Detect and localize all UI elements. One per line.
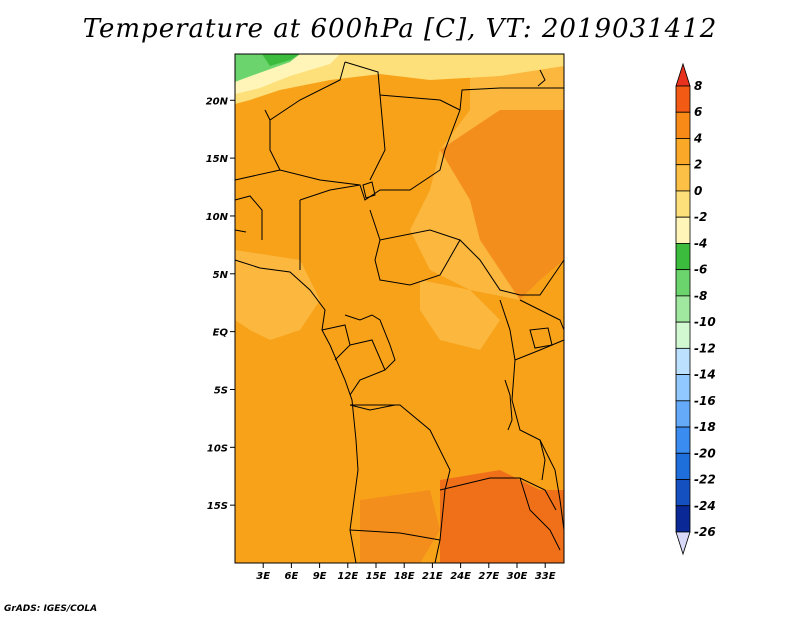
colorbar-segment — [675, 164, 691, 192]
colorbar-label: -12 — [694, 341, 716, 355]
colorbar-segment — [675, 321, 691, 349]
border-gabon — [321, 324, 351, 361]
border-lake-victoria — [529, 327, 553, 349]
colorbar-label: -20 — [694, 446, 716, 460]
border-chad-sudan — [459, 87, 564, 111]
y-tick-label: 5N — [213, 270, 229, 281]
border-niger — [269, 94, 386, 181]
colorbar-segment — [675, 347, 691, 375]
x-tick-label: 9E — [313, 571, 327, 582]
colorbar-segment — [675, 85, 691, 113]
border-east-lakes — [499, 299, 565, 531]
field-region-cool-congo — [420, 280, 500, 350]
colorbar-label: -16 — [694, 394, 716, 408]
map-frame — [234, 53, 565, 564]
colorbar-label: 6 — [694, 105, 702, 119]
border-lake-malawi — [539, 439, 546, 481]
border-congo — [349, 339, 386, 371]
colorbar-segment — [675, 111, 691, 139]
border-tanzania — [514, 339, 565, 361]
colorbar-segment — [675, 190, 691, 218]
colorbar-segment — [675, 295, 691, 323]
colorbar-segment — [675, 479, 691, 507]
colorbar-segment — [675, 505, 691, 533]
colorbar-segment — [675, 216, 691, 244]
border-namibia — [349, 529, 441, 541]
y-tick-label: 15N — [206, 154, 229, 165]
latitude-axis: 20N 15N 10N 5N EQ 5S 10S 15S — [206, 96, 235, 512]
colorbar: 8 6 4 2 0 -2 -4 -6 -8 -10 -12 -14 -16 -18 -20 -22 -24 -26 — [675, 62, 716, 556]
temperature-field — [235, 54, 564, 563]
colorbar-min-arrow — [675, 531, 691, 556]
border-ethiopia — [520, 259, 565, 296]
colorbar-label: -8 — [694, 289, 707, 303]
x-tick-label: 21E — [422, 571, 443, 582]
border-uganda-kenya — [519, 299, 565, 331]
border-algeria — [264, 61, 346, 121]
x-tick-label: 30E — [507, 571, 528, 582]
colorbar-max-arrow — [675, 62, 691, 87]
border-lake-tanganyika — [504, 379, 513, 431]
colorbar-label: -10 — [694, 315, 716, 329]
colorbar-segment — [675, 243, 691, 271]
field-region-cool-west — [235, 250, 320, 340]
y-tick-label: 10S — [207, 443, 228, 454]
y-tick-label: 5S — [214, 385, 228, 396]
colorbar-label: 2 — [694, 158, 702, 172]
y-tick-label: 20N — [206, 96, 229, 107]
colorbar-label: -24 — [694, 499, 716, 513]
field-region-coldest-core — [262, 54, 300, 66]
field-region-warm-south — [440, 470, 564, 563]
colorbar-label: -4 — [694, 236, 707, 250]
x-tick-label: 18E — [394, 571, 415, 582]
colorbar-segment — [675, 138, 691, 166]
x-tick-label: 27E — [478, 571, 499, 582]
y-tick-label: 15S — [207, 501, 228, 512]
colorbar-label: 4 — [693, 131, 702, 145]
colorbar-segment — [675, 269, 691, 297]
border-angola-drc — [349, 404, 396, 411]
y-tick-label: 10N — [206, 212, 229, 223]
colorbar-label: -26 — [694, 525, 716, 539]
colorbar-label: 8 — [694, 79, 702, 93]
colorbar-segment — [675, 400, 691, 428]
x-tick-label: 33E — [535, 571, 556, 582]
border-nile — [537, 69, 546, 87]
x-tick-label: 12E — [337, 571, 358, 582]
grads-credit: GrADS: IGES/COLA — [4, 604, 98, 614]
field-region-warm-east — [440, 110, 564, 300]
border-car — [379, 229, 461, 241]
colorbar-segment — [675, 374, 691, 402]
border-cameroon — [344, 314, 396, 396]
colorbar-label: -22 — [694, 473, 716, 487]
colorbar-label: -18 — [694, 420, 716, 434]
border-west-africa — [234, 195, 263, 240]
longitude-axis: 3E 6E 9E 12E 15E 18E 21E 24E 27E 30E 33E — [256, 563, 556, 582]
border-central — [369, 209, 521, 296]
border-nigeria — [299, 184, 361, 270]
x-tick-label: 15E — [366, 571, 387, 582]
border-mozambique — [519, 477, 561, 551]
x-tick-label: 6E — [285, 571, 299, 582]
colorbar-label: -14 — [694, 368, 716, 382]
field-region-warm-southwest — [360, 490, 440, 563]
chart-title: Temperature at 600hPa [C], VT: 201903141… — [82, 14, 718, 44]
colorbar-segment — [675, 452, 691, 480]
border-lake-chad — [362, 181, 376, 199]
y-tick-label: EQ — [213, 328, 229, 339]
colorbar-segment — [675, 426, 691, 454]
colorbar-label: -2 — [694, 210, 707, 224]
country-borders — [234, 61, 565, 564]
border-sahel — [234, 109, 461, 201]
x-tick-label: 3E — [256, 571, 270, 582]
colorbar-label: 0 — [694, 184, 702, 198]
colorbar-label: -6 — [694, 263, 707, 277]
border-west-coast — [234, 259, 359, 564]
x-tick-label: 24E — [450, 571, 471, 582]
